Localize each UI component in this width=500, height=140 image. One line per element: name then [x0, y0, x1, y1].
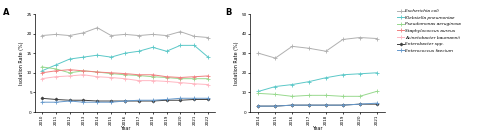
X-axis label: Year: Year — [312, 126, 323, 131]
Text: A: A — [2, 8, 9, 17]
Y-axis label: Isolation Rate (%): Isolation Rate (%) — [234, 41, 240, 85]
X-axis label: Year: Year — [120, 126, 130, 131]
Legend: Escherichia coli, Klebsiella pneumoniae, Pseudomonas aeruginosa, Staphylococcus : Escherichia coli, Klebsiella pneumoniae,… — [397, 9, 461, 53]
Y-axis label: Isolation Rate (%): Isolation Rate (%) — [20, 41, 24, 85]
Text: B: B — [226, 8, 232, 17]
